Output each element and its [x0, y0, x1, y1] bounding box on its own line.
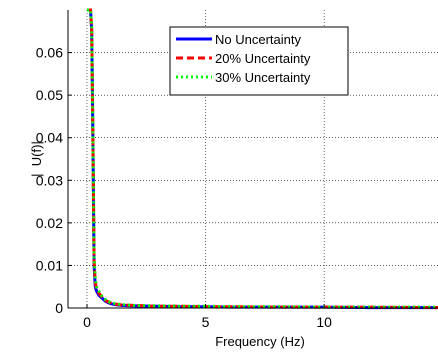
- x-tick-label: 10: [316, 314, 332, 330]
- x-axis-label: Frequency (Hz): [215, 334, 305, 349]
- x-tick-label: 5: [202, 314, 210, 330]
- y-tick-label: 0.04: [36, 130, 63, 146]
- y-axis-label: | U(f)|: [29, 141, 44, 177]
- y-tick-label: 0: [55, 300, 63, 316]
- legend-label-3: 30% Uncertainty: [215, 70, 311, 85]
- y-tick-label: 0.02: [36, 215, 63, 231]
- legend-label-1: No Uncertainty: [215, 32, 301, 47]
- legend: No Uncertainty 20% Uncertainty 30% Uncerta…: [169, 26, 349, 96]
- series-lines: [86, 8, 438, 310]
- tick-labels: 0 5 10 0 0.01 0.02 0.03 0.04 0.05 0.06: [36, 45, 332, 330]
- y-tick-label: 0.03: [36, 172, 63, 188]
- axes: [67, 10, 438, 309]
- legend-label-2: 20% Uncertainty: [215, 51, 311, 66]
- y-tick-label: 0.05: [36, 87, 63, 103]
- y-tick-label: 0.01: [36, 257, 63, 273]
- y-tick-label: 0.06: [36, 45, 63, 61]
- series-line-2: [86, 8, 438, 310]
- x-tick-label: 0: [83, 314, 91, 330]
- series-line-3: [86, 8, 438, 309]
